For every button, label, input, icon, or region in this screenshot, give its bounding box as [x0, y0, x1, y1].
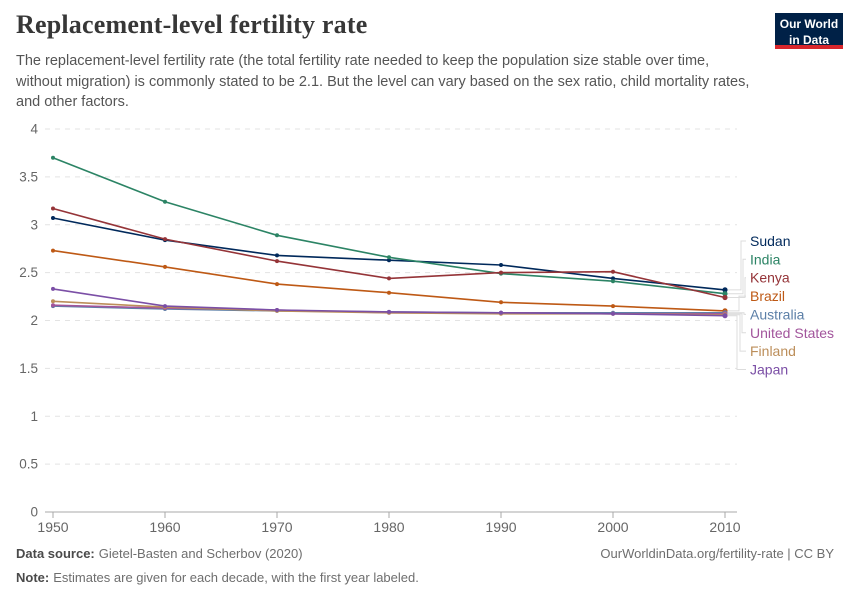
- legend-label-australia[interactable]: Australia: [750, 306, 805, 322]
- fertility-chart-canvas[interactable]: 0 0.5 1 1.5 2 2.5 3 3.5 4 1950 1960 1970 1980 1990 200…: [0, 110, 850, 546]
- owid-logo[interactable]: Our World in Data: [775, 13, 843, 49]
- x-axis-label: 1960: [149, 519, 180, 535]
- citation-link[interactable]: OurWorldinData.org/fertility-rate | CC B…: [600, 546, 834, 561]
- y-axis-label: 2.5: [19, 265, 38, 280]
- legend-label-finland[interactable]: Finland: [750, 343, 796, 359]
- data-point-japan: [722, 313, 728, 319]
- y-axis-label: 4: [30, 122, 38, 137]
- data-point-japan: [163, 304, 167, 309]
- data-point-kenya: [163, 237, 167, 242]
- data-point-india: [611, 279, 615, 284]
- legend-connector: [728, 277, 746, 298]
- data-point-japan: [611, 311, 615, 316]
- data-point-japan: [51, 286, 55, 291]
- data-point-brazil: [499, 300, 503, 305]
- data-point-sudan: [275, 253, 279, 258]
- data-point-sudan: [499, 263, 503, 267]
- x-axis-label: 1970: [261, 519, 292, 535]
- data-source-value: Gietel-Basten and Scherbov (2020): [98, 546, 303, 561]
- y-axis-label: 0.5: [19, 457, 38, 472]
- y-axis-label: 1: [30, 409, 38, 424]
- y-axis-label: 3.5: [19, 169, 38, 184]
- data-point-kenya: [499, 270, 503, 275]
- data-point-india: [275, 233, 279, 238]
- legend-label-india[interactable]: India: [750, 251, 781, 267]
- owid-logo-line1: Our World: [779, 17, 839, 31]
- data-source-label: Data source:: [16, 546, 95, 561]
- note-label: Note:: [16, 570, 50, 586]
- page-title: Replacement-level fertility rate: [16, 10, 368, 39]
- data-point-kenya: [722, 294, 728, 301]
- data-point-sudan: [387, 258, 391, 263]
- note-line: Note: Estimates are given for each decade…: [16, 570, 834, 586]
- data-point-sudan: [51, 216, 55, 220]
- legend-connector: [728, 313, 746, 334]
- data-point-brazil: [163, 264, 167, 269]
- x-axis-label: 1980: [373, 519, 404, 535]
- legend-connector: [728, 314, 746, 352]
- data-point-kenya: [611, 269, 615, 274]
- x-axis-label: 1950: [37, 519, 68, 535]
- legend-label-sudan[interactable]: Sudan: [750, 233, 790, 249]
- legend-connector: [728, 295, 746, 312]
- data-point-japan: [387, 309, 391, 314]
- data-source-line: Data source: Gietel-Basten and Scherbov (…: [16, 546, 834, 562]
- line-kenya[interactable]: [52, 207, 726, 299]
- data-point-kenya: [51, 206, 55, 211]
- legend-connector: [728, 240, 746, 291]
- chart-footer: Data source: Gietel-Basten and Scherbov (…: [16, 546, 834, 595]
- data-point-india: [387, 255, 391, 260]
- owid-logo-line2: in Data: [788, 32, 829, 47]
- y-axis-label: 0: [30, 505, 38, 520]
- legend-label-united-states[interactable]: United States: [750, 325, 834, 341]
- data-point-kenya: [387, 276, 391, 281]
- data-point-japan: [499, 310, 503, 315]
- x-axis-label: 2010: [709, 519, 740, 535]
- chart-subtitle: The replacement-level fertility rate (th…: [16, 53, 750, 111]
- legend-connector: [728, 312, 746, 315]
- data-point-united-states: [51, 303, 55, 308]
- data-point-india: [51, 155, 55, 160]
- x-axis-label: 1990: [485, 519, 516, 535]
- line-india[interactable]: [52, 156, 726, 295]
- legend-connector: [728, 315, 746, 370]
- y-axis-label: 2: [30, 313, 38, 328]
- legend-label-brazil[interactable]: Brazil: [750, 288, 785, 304]
- y-axis-label: 1.5: [19, 361, 38, 376]
- data-point-finland: [51, 299, 55, 304]
- data-point-brazil: [387, 290, 391, 295]
- data-point-brazil: [51, 248, 55, 253]
- data-point-brazil: [611, 304, 615, 309]
- legend-connector: [728, 258, 746, 295]
- data-point-brazil: [275, 282, 279, 287]
- data-point-kenya: [275, 259, 279, 264]
- y-axis-label: 3: [30, 217, 38, 232]
- legend-label-kenya[interactable]: Kenya: [750, 270, 790, 286]
- note-value: Estimates are given for each decade, wit…: [53, 570, 419, 586]
- data-point-sudan: [611, 276, 615, 281]
- data-point-japan: [275, 308, 279, 312]
- x-axis-label: 2000: [597, 519, 628, 535]
- data-point-india: [163, 199, 167, 204]
- data-point-sudan: [722, 287, 728, 293]
- data-point-india: [722, 291, 728, 297]
- legend-label-japan[interactable]: Japan: [750, 362, 788, 378]
